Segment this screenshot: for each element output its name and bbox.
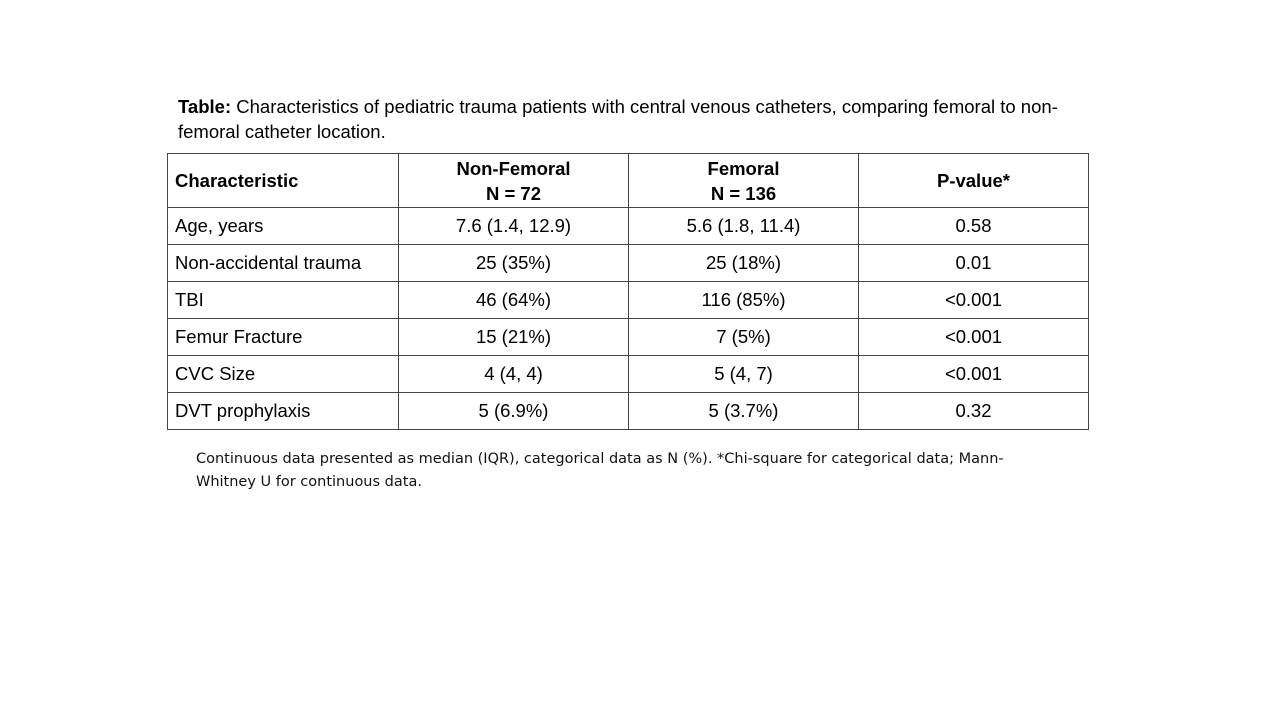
table-row: Femur Fracture 15 (21%) 7 (5%) <0.001 <box>167 318 1089 356</box>
table-cell: 0.58 <box>858 207 1089 245</box>
table-cell: 0.01 <box>858 244 1089 282</box>
header-text: N = 72 <box>485 182 542 204</box>
table-cell: 5 (4, 7) <box>628 355 859 393</box>
table-cell: 25 (18%) <box>628 244 859 282</box>
table-body: Age, years 7.6 (1.4, 12.9) 5.6 (1.8, 11.4)… <box>167 207 1089 430</box>
table-cell: 25 (35%) <box>398 244 629 282</box>
table-cell: 46 (64%) <box>398 281 629 319</box>
table-head: Characteristic Non-Femoral N = 72 Femoral N … <box>167 153 1089 208</box>
table-row: Non-accidental trauma 25 (35%) 25 (18%) 0.0… <box>167 244 1089 282</box>
table-cell: TBI <box>167 281 399 319</box>
table-row: TBI 46 (64%) 116 (85%) <0.001 <box>167 281 1089 319</box>
table-cell: <0.001 <box>858 355 1089 393</box>
table-cell: DVT prophylaxis <box>167 392 399 430</box>
table-cell: Age, years <box>167 207 399 245</box>
header-text: Femoral <box>707 157 780 179</box>
table-cell: 7.6 (1.4, 12.9) <box>398 207 629 245</box>
footnote: Continuous data presented as median (IQR… <box>196 451 1004 490</box>
caption: Table: Characteristics of pediatric trau… <box>178 94 1078 144</box>
table-cell: 4 (4, 4) <box>398 355 629 393</box>
header-text: Non-Femoral <box>456 157 571 179</box>
header-cell: Non-Femoral N = 72 <box>398 153 629 208</box>
table-cell: CVC Size <box>167 355 399 393</box>
table-cell: <0.001 <box>858 318 1089 356</box>
table-row: DVT prophylaxis 5 (6.9%) 5 (3.7%) 0.32 <box>167 392 1089 430</box>
table-cell: 5 (3.7%) <box>628 392 859 430</box>
header-text: Characteristic <box>175 170 299 191</box>
table-cell: 15 (21%) <box>398 318 629 356</box>
table-cell: 7 (5%) <box>628 318 859 356</box>
table-cell: <0.001 <box>858 281 1089 319</box>
data-table: Characteristic Non-Femoral N = 72 Femoral N … <box>167 153 1089 430</box>
table-cell: Non-accidental trauma <box>167 244 399 282</box>
table-row: Age, years 7.6 (1.4, 12.9) 5.6 (1.8, 11.4)… <box>167 207 1089 245</box>
caption-label: Table: <box>178 96 232 117</box>
table-cell: 0.32 <box>858 392 1089 430</box>
table-cell: 116 (85%) <box>628 281 859 319</box>
caption-text: Characteristics of pediatric trauma pati… <box>178 96 1058 142</box>
table-cell: 5 (6.9%) <box>398 392 629 430</box>
header-text: P-value* <box>936 170 1010 191</box>
header-cell: Femoral N = 136 <box>628 153 859 208</box>
header-cell: P-value* <box>858 153 1089 208</box>
table-row: CVC Size 4 (4, 4) 5 (4, 7) <0.001 <box>167 355 1089 393</box>
header-cell: Characteristic <box>167 153 399 208</box>
header-row: Characteristic Non-Femoral N = 72 Femoral N … <box>167 153 1089 208</box>
header-text: N = 136 <box>710 182 777 204</box>
table-cell: 5.6 (1.8, 11.4) <box>628 207 859 245</box>
table-cell: Femur Fracture <box>167 318 399 356</box>
